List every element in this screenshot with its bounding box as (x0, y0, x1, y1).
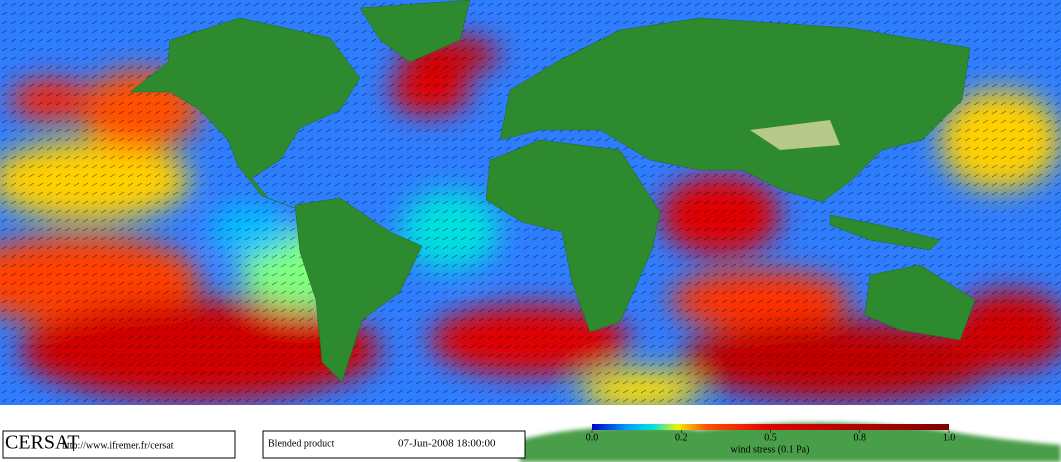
url: http://www.ifremer.fr/cersat (62, 440, 174, 451)
box (2, 430, 236, 459)
product: Blended product (268, 438, 335, 449)
info-box-right: Blended product 07-Jun-2008 18:00:00 (262, 430, 526, 459)
australia (864, 264, 976, 341)
south-america (294, 197, 423, 383)
eurasia (499, 17, 971, 203)
colorbar: wind stress (0.1 Pa) 0.0 0.2 0.5 0.8 1.0 (586, 424, 956, 455)
north-america (129, 17, 361, 211)
indonesia (829, 214, 941, 251)
colorbar-label: wind stress (0.1 Pa) (731, 444, 810, 455)
logo: CERSAT (5, 432, 79, 454)
colorbar-tick-label: 0.5 (764, 432, 777, 443)
land (129, 0, 976, 383)
antarctica-land (520, 422, 1061, 462)
colorbar-tick-label: 0.2 (675, 432, 688, 443)
colorbar-tick-label: 0.8 (854, 432, 867, 443)
africa (485, 139, 661, 333)
box (262, 430, 526, 459)
colorbar-ramp (592, 424, 949, 430)
greenland (359, 0, 471, 63)
colorbar-tick-label: 1.0 (943, 432, 956, 443)
tibet-plateau (750, 120, 840, 150)
timestamp: 07-Jun-2008 18:00:00 (398, 438, 496, 450)
info-box-left: CERSAT http://www.ifremer.fr/cersat (2, 430, 236, 459)
colorbar-tick-label: 0.0 (586, 432, 599, 443)
